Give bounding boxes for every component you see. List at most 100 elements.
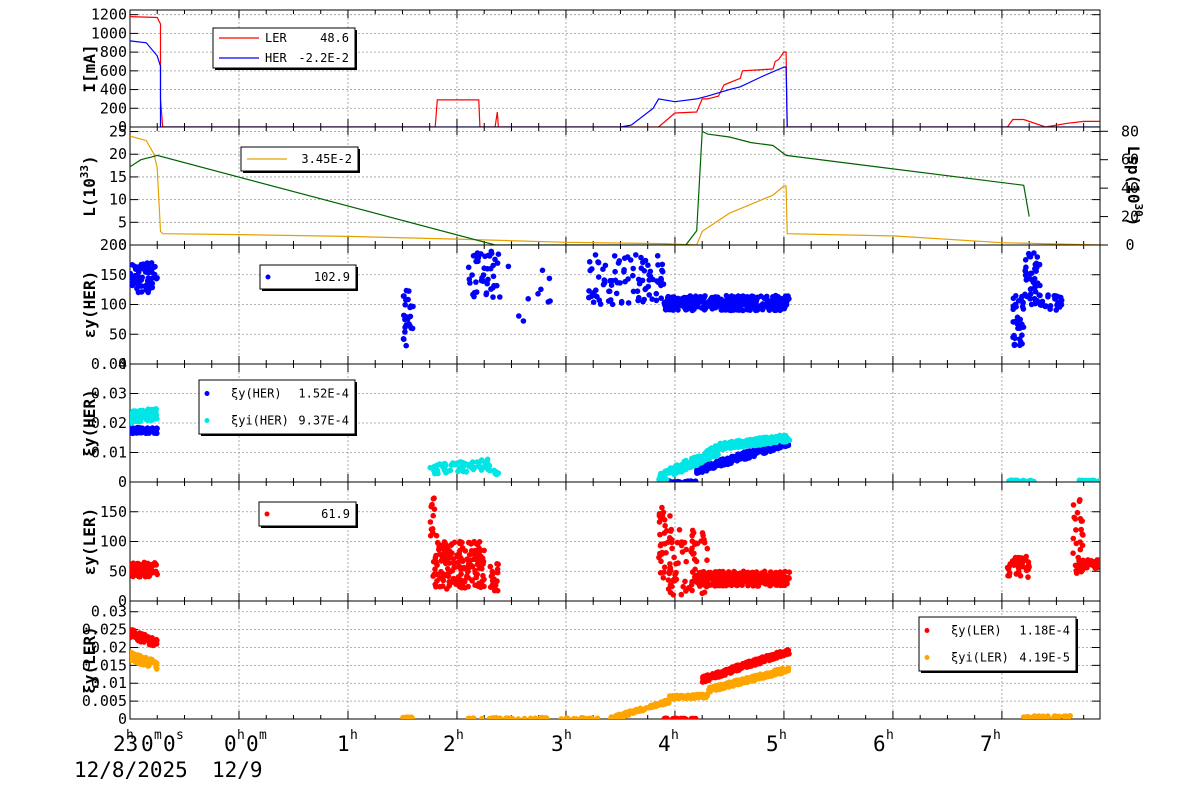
data-point	[457, 577, 464, 583]
legend-value: 9.37E-4	[298, 414, 349, 428]
data-point	[736, 300, 743, 307]
data-point	[740, 663, 747, 669]
x-tick-label: 6	[873, 732, 886, 756]
legend-name: ξyi(LER)	[951, 651, 1009, 665]
data-point	[737, 306, 744, 313]
series-line-1	[130, 40, 1100, 127]
data-point	[449, 541, 455, 547]
data-point	[714, 672, 720, 679]
data-point	[663, 716, 669, 719]
data-point	[458, 556, 465, 563]
data-point	[712, 301, 718, 307]
data-point	[684, 299, 691, 306]
data-point	[527, 715, 534, 719]
data-point	[1039, 298, 1046, 305]
data-point	[736, 442, 743, 449]
data-point	[774, 668, 780, 674]
legend-value: 4.19E-5	[1019, 651, 1070, 665]
data-point	[597, 301, 604, 307]
data-point	[734, 571, 741, 577]
data-point	[1074, 509, 1081, 516]
data-point	[602, 262, 609, 269]
data-point	[702, 578, 709, 585]
data-point	[595, 274, 602, 280]
data-point	[492, 256, 498, 263]
data-point	[676, 527, 683, 533]
data-point	[1017, 478, 1024, 482]
x-tick-label-sup: h	[779, 728, 787, 743]
data-point	[703, 572, 710, 578]
data-point	[490, 273, 497, 280]
data-point	[667, 465, 674, 471]
data-point	[633, 707, 639, 713]
data-point	[618, 300, 625, 306]
data-point	[532, 715, 539, 719]
data-point	[702, 694, 708, 701]
legend: LER 48.6 HER -2.2E-2	[212, 27, 357, 70]
data-point	[145, 411, 152, 417]
data-point	[761, 449, 768, 456]
data-point	[727, 577, 734, 584]
data-point	[622, 278, 628, 285]
data-point	[607, 278, 613, 284]
data-point	[713, 462, 720, 469]
data-point	[688, 715, 695, 719]
data-point	[674, 539, 681, 546]
data-point	[594, 715, 601, 719]
data-point	[1025, 574, 1031, 580]
data-point	[148, 660, 154, 666]
data-point	[465, 264, 472, 271]
data-point	[145, 276, 152, 283]
data-point	[487, 467, 493, 474]
data-point	[130, 573, 136, 580]
data-point	[1015, 298, 1022, 304]
data-point	[751, 297, 758, 304]
data-point	[775, 582, 781, 588]
data-point	[665, 539, 671, 545]
legend-name: ξyi(HER)	[231, 414, 289, 428]
data-point	[624, 711, 631, 718]
data-point	[146, 430, 152, 436]
y-tick-label: 0.01	[91, 674, 127, 692]
data-point	[142, 632, 148, 638]
data-point	[1031, 250, 1037, 256]
x-tick-label-sup: h	[671, 728, 679, 743]
data-point	[752, 307, 759, 314]
legend-name: ξy(LER)	[951, 624, 1002, 638]
data-point	[573, 716, 580, 719]
data-point	[1014, 314, 1021, 321]
data-point	[745, 303, 751, 310]
data-point	[1022, 268, 1029, 275]
data-point	[667, 565, 674, 571]
data-point	[483, 290, 490, 296]
panel-data	[130, 16, 1100, 127]
data-point	[469, 272, 475, 278]
data-point	[144, 269, 151, 276]
y2-axis-title-end: )	[1124, 217, 1143, 227]
data-point	[718, 307, 725, 313]
data-point	[450, 460, 456, 466]
y-axis-title-text: εy(LER)	[80, 508, 99, 575]
x-tick-label: 3	[551, 732, 564, 756]
data-point	[1092, 565, 1098, 571]
data-point	[766, 582, 773, 588]
data-point	[702, 450, 708, 457]
data-point	[1078, 526, 1084, 533]
data-point	[485, 276, 491, 283]
data-point	[673, 462, 679, 469]
data-point	[451, 564, 457, 571]
y2-tick-label: 20	[1121, 208, 1139, 226]
legend-value: -2.2E-2	[298, 51, 349, 65]
data-point	[713, 452, 719, 458]
data-point	[784, 651, 790, 658]
y-axis-title: εy(HER)	[80, 271, 99, 338]
y-axis-title-end: )	[80, 155, 99, 165]
data-point	[463, 469, 470, 475]
data-point	[1032, 288, 1039, 295]
data-point	[473, 258, 479, 265]
data-point	[444, 586, 450, 592]
data-point	[663, 528, 670, 534]
data-point	[467, 557, 474, 564]
y-tick-label: 15	[109, 168, 127, 186]
data-point	[473, 279, 479, 285]
